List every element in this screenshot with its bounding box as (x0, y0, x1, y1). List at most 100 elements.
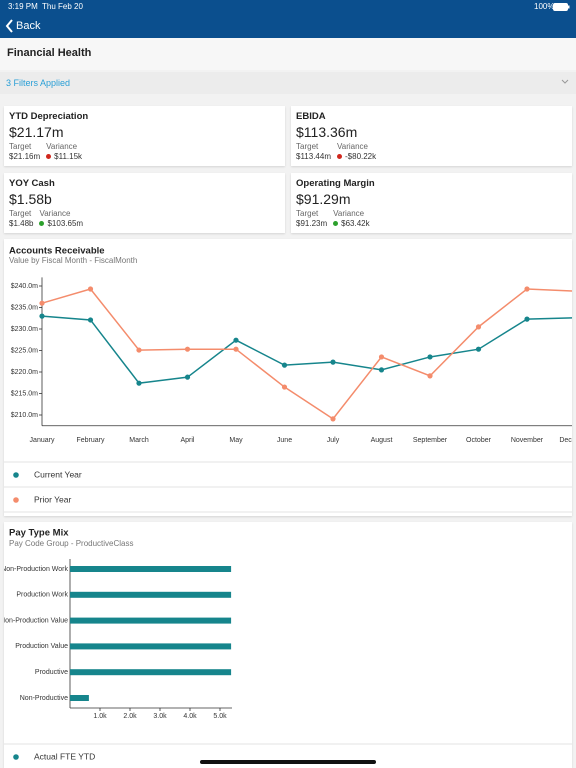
kpi-target: Target $1.48b (9, 209, 33, 228)
kpi-card: EBIDA $113.36m Target $113.44m Variance -$80.… (291, 106, 572, 166)
kpi-target-value: $91.23m (296, 218, 328, 228)
kpi-title: YTD Depreciation (9, 111, 89, 122)
legend-marker (13, 754, 19, 760)
data-point (330, 359, 336, 365)
status-dot (46, 153, 52, 159)
series-line (41, 288, 572, 420)
bar (70, 617, 232, 624)
kpi-variance-row: $11.15k (46, 152, 82, 162)
kpi-card: YOY Cash $1.58b Target $1.48b Variance $103.6… (4, 173, 285, 233)
kpi-value: $113.36m (296, 124, 358, 140)
x-tick-label: 4.0k (183, 713, 197, 720)
legend-label: Current Year (34, 469, 82, 479)
y-tick-label: Non-Production Value (4, 617, 68, 624)
kpi-variance-row: $103.65m (39, 219, 83, 229)
data-point (378, 354, 385, 360)
y-tick-label: $235.0m (11, 304, 38, 311)
bar (70, 591, 232, 598)
data-point (475, 324, 482, 330)
kpi-variance-label: Variance (46, 142, 78, 151)
status-time: 3:19 PM (8, 2, 38, 11)
legend-marker (13, 497, 19, 503)
kpi-value: $91.29m (296, 191, 351, 207)
x-tick-label: June (277, 437, 292, 444)
kpi-title: Operating Margin (296, 178, 375, 189)
legend-label: Prior Year (34, 494, 71, 504)
data-point (427, 373, 433, 379)
x-tick-label: September (413, 437, 448, 444)
data-point (378, 367, 385, 373)
x-tick-label: August (371, 437, 393, 444)
filter-chevron[interactable] (561, 79, 569, 85)
kpi-title: EBIDA (296, 111, 326, 122)
data-point (233, 346, 239, 352)
status-dot (337, 153, 342, 159)
data-point (233, 337, 239, 343)
battery-icon (553, 3, 570, 11)
kpi-variance-value: $63.42k (341, 218, 370, 228)
x-tick-label: October (466, 437, 492, 444)
x-tick-label: December (559, 437, 572, 444)
x-tick-label: 3.0k (153, 713, 167, 720)
x-tick-label: March (129, 437, 149, 444)
filter-bar[interactable] (0, 72, 576, 94)
page-title: Financial Health (7, 47, 92, 59)
chart-title: Pay Type Mix (9, 528, 69, 539)
y-tick-label: $215.0m (11, 390, 38, 397)
legend-marker (13, 472, 19, 478)
status-date: Thu Feb 20 (42, 2, 83, 11)
y-tick-label: $230.0m (11, 326, 38, 333)
data-point (524, 286, 530, 292)
bar (70, 643, 232, 650)
y-tick-label: $210.0m (11, 412, 38, 419)
filter-label[interactable]: 3 Filters Applied (6, 78, 71, 88)
data-point (39, 300, 45, 306)
x-tick-label: 1.0k (93, 713, 107, 720)
kpi-variance: Variance $63.42k (333, 209, 370, 229)
data-point (330, 416, 336, 422)
data-point (281, 384, 288, 390)
kpi-card: YTD Depreciation $21.17m Target $21.16m Vari… (4, 106, 285, 166)
data-point (136, 380, 142, 386)
kpi-details: Target $21.16m Variance $11.15k (9, 142, 82, 161)
y-tick-label: Production Value (15, 643, 68, 650)
bar (70, 566, 232, 572)
home-indicator (200, 760, 376, 764)
back-chevron[interactable] (5, 19, 15, 33)
x-tick-label: July (327, 437, 340, 444)
kpi-variance-value: $103.65m (47, 218, 84, 228)
data-point (87, 317, 94, 323)
data-point (39, 313, 45, 319)
kpi-target: Target $91.23m (296, 209, 327, 228)
kpi-variance-row: $63.42k (333, 218, 370, 229)
kpi-variance-value: $11.15k (54, 151, 83, 161)
kpi-target-value: $21.16m (9, 151, 41, 161)
y-tick-label: $220.0m (11, 369, 38, 376)
data-point (136, 347, 142, 353)
kpi-target-value: $113.44m (296, 151, 331, 161)
data-point (281, 362, 288, 368)
data-point (524, 316, 530, 322)
kpi-target: Target $113.44m (296, 142, 331, 161)
kpi-value: $21.17m (9, 124, 64, 140)
y-tick-label: Non-Productive (20, 695, 68, 702)
kpi-target-label: Target (9, 142, 32, 151)
data-point (427, 354, 433, 360)
kpi-target: Target $21.16m (9, 142, 40, 161)
chart-subtitle: Value by Fiscal Month - FiscalMonth (9, 256, 137, 265)
kpi-variance-label: Variance (333, 209, 365, 218)
y-tick-label: Non-Production Work (4, 566, 68, 573)
back-button[interactable]: Back (16, 20, 41, 32)
y-tick-label: Productive (35, 669, 68, 676)
kpi-title: YOY Cash (9, 178, 55, 189)
kpi-card: Operating Margin $91.29m Target $91.23m Vari… (291, 173, 572, 233)
kpi-variance-row: -$80.22k (337, 152, 376, 162)
kpi-details: Target $113.44m Variance -$80.22k (296, 142, 376, 161)
series-line (41, 315, 572, 384)
chart-subtitle: Pay Code Group - ProductiveClass (9, 539, 134, 548)
kpi-variance-label: Variance (39, 209, 71, 218)
bar (70, 695, 89, 701)
top-bar (0, 0, 576, 38)
y-tick-label: Production Work (16, 592, 68, 599)
